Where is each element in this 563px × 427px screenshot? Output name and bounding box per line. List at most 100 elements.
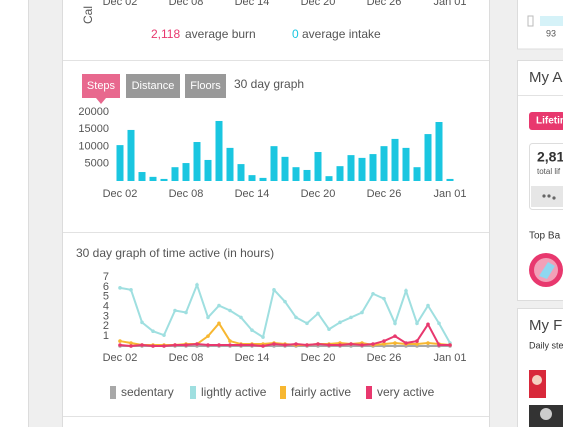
- point: [415, 339, 419, 343]
- y-tick-label: 6: [103, 281, 109, 293]
- tab[interactable]: [126, 74, 180, 98]
- point: [382, 339, 386, 343]
- point: [349, 342, 353, 346]
- point: [239, 343, 243, 347]
- chart-title: 30 day graph of time active (in hours): [76, 246, 274, 260]
- bar: [380, 146, 388, 181]
- bar: [226, 147, 234, 181]
- point: [206, 334, 210, 338]
- x-tick-label: Dec 20: [301, 0, 336, 8]
- point: [206, 315, 210, 320]
- icon-dot: [542, 194, 546, 198]
- point: [239, 315, 243, 320]
- point: [415, 342, 419, 346]
- avatar-face: [532, 375, 542, 385]
- point: [261, 344, 265, 348]
- point: [195, 342, 199, 346]
- point: [426, 303, 430, 308]
- point: [393, 344, 397, 348]
- legend-label: sedentary: [121, 385, 174, 399]
- y-tick-label: 1: [103, 330, 109, 342]
- section-subheading: Top Ba: [529, 231, 561, 242]
- bar: [369, 154, 377, 181]
- point: [437, 321, 441, 326]
- burn-value: 2,118: [151, 27, 180, 41]
- point: [294, 315, 298, 320]
- x-tick-label: Dec 08: [169, 0, 204, 8]
- x-tick-label: Dec 08: [169, 352, 204, 364]
- x-tick-label: Jan 01: [433, 188, 466, 200]
- bar: [303, 169, 311, 181]
- bar: [358, 157, 366, 181]
- bar: [435, 122, 443, 181]
- legend-label: fairly active: [291, 385, 351, 399]
- point: [261, 335, 265, 339]
- badge-tab-label: Lifetim: [536, 116, 563, 127]
- y-tick-label: 4: [103, 300, 109, 312]
- point: [118, 286, 122, 290]
- badge-tab[interactable]: [529, 112, 563, 130]
- point: [129, 344, 133, 348]
- legend-swatch: [366, 386, 372, 399]
- point: [360, 310, 364, 315]
- point: [294, 342, 298, 346]
- bar: [138, 172, 146, 181]
- x-tick-label: Dec 14: [235, 0, 270, 8]
- y-tick-label: 20000: [78, 106, 109, 118]
- tab-label: Steps: [87, 80, 116, 92]
- bar: [248, 175, 256, 181]
- section-heading: My A: [529, 69, 562, 86]
- bar: [215, 120, 223, 181]
- section-heading: My F: [529, 317, 562, 334]
- bar: [347, 155, 355, 181]
- intake-value: 0: [292, 27, 299, 41]
- bar: [259, 177, 267, 181]
- point: [217, 303, 221, 308]
- mini-value: 93: [546, 28, 556, 38]
- point: [118, 343, 122, 347]
- stat-button[interactable]: [531, 186, 563, 207]
- point: [448, 343, 452, 347]
- point: [217, 321, 221, 326]
- bar: [127, 129, 135, 181]
- legend-label: very active: [377, 385, 435, 399]
- point: [228, 339, 232, 343]
- point: [283, 299, 287, 304]
- point: [327, 327, 331, 332]
- point: [250, 343, 254, 347]
- point: [195, 283, 199, 287]
- y-tick-label: 5: [103, 291, 109, 303]
- bar: [292, 167, 300, 181]
- point: [393, 321, 397, 326]
- point: [327, 343, 331, 347]
- point: [118, 339, 122, 343]
- x-tick-label: Dec 14: [235, 188, 270, 200]
- bar: [402, 147, 410, 181]
- stat-value: 2,81: [537, 149, 563, 165]
- point: [151, 329, 155, 334]
- y-tick-label: 15000: [78, 123, 109, 135]
- point: [305, 321, 309, 326]
- bar: [270, 146, 278, 181]
- point: [349, 315, 353, 320]
- point: [415, 321, 419, 326]
- legend-swatch: [280, 386, 286, 399]
- mini-bar: [527, 15, 534, 27]
- bar: [391, 138, 399, 181]
- left-gutter: [0, 0, 28, 427]
- point: [228, 308, 232, 313]
- tab[interactable]: [82, 74, 120, 98]
- x-tick-label: Dec 26: [367, 0, 402, 8]
- point: [140, 320, 144, 325]
- burn-label: average burn: [185, 27, 256, 41]
- mini-bar: [540, 16, 563, 26]
- bar: [116, 145, 124, 181]
- point: [426, 322, 430, 327]
- tab[interactable]: [185, 74, 226, 98]
- point: [404, 341, 408, 345]
- avatar-face: [540, 408, 552, 420]
- y-tick-label: 3: [103, 310, 109, 322]
- point: [140, 343, 144, 347]
- bar: [160, 178, 168, 181]
